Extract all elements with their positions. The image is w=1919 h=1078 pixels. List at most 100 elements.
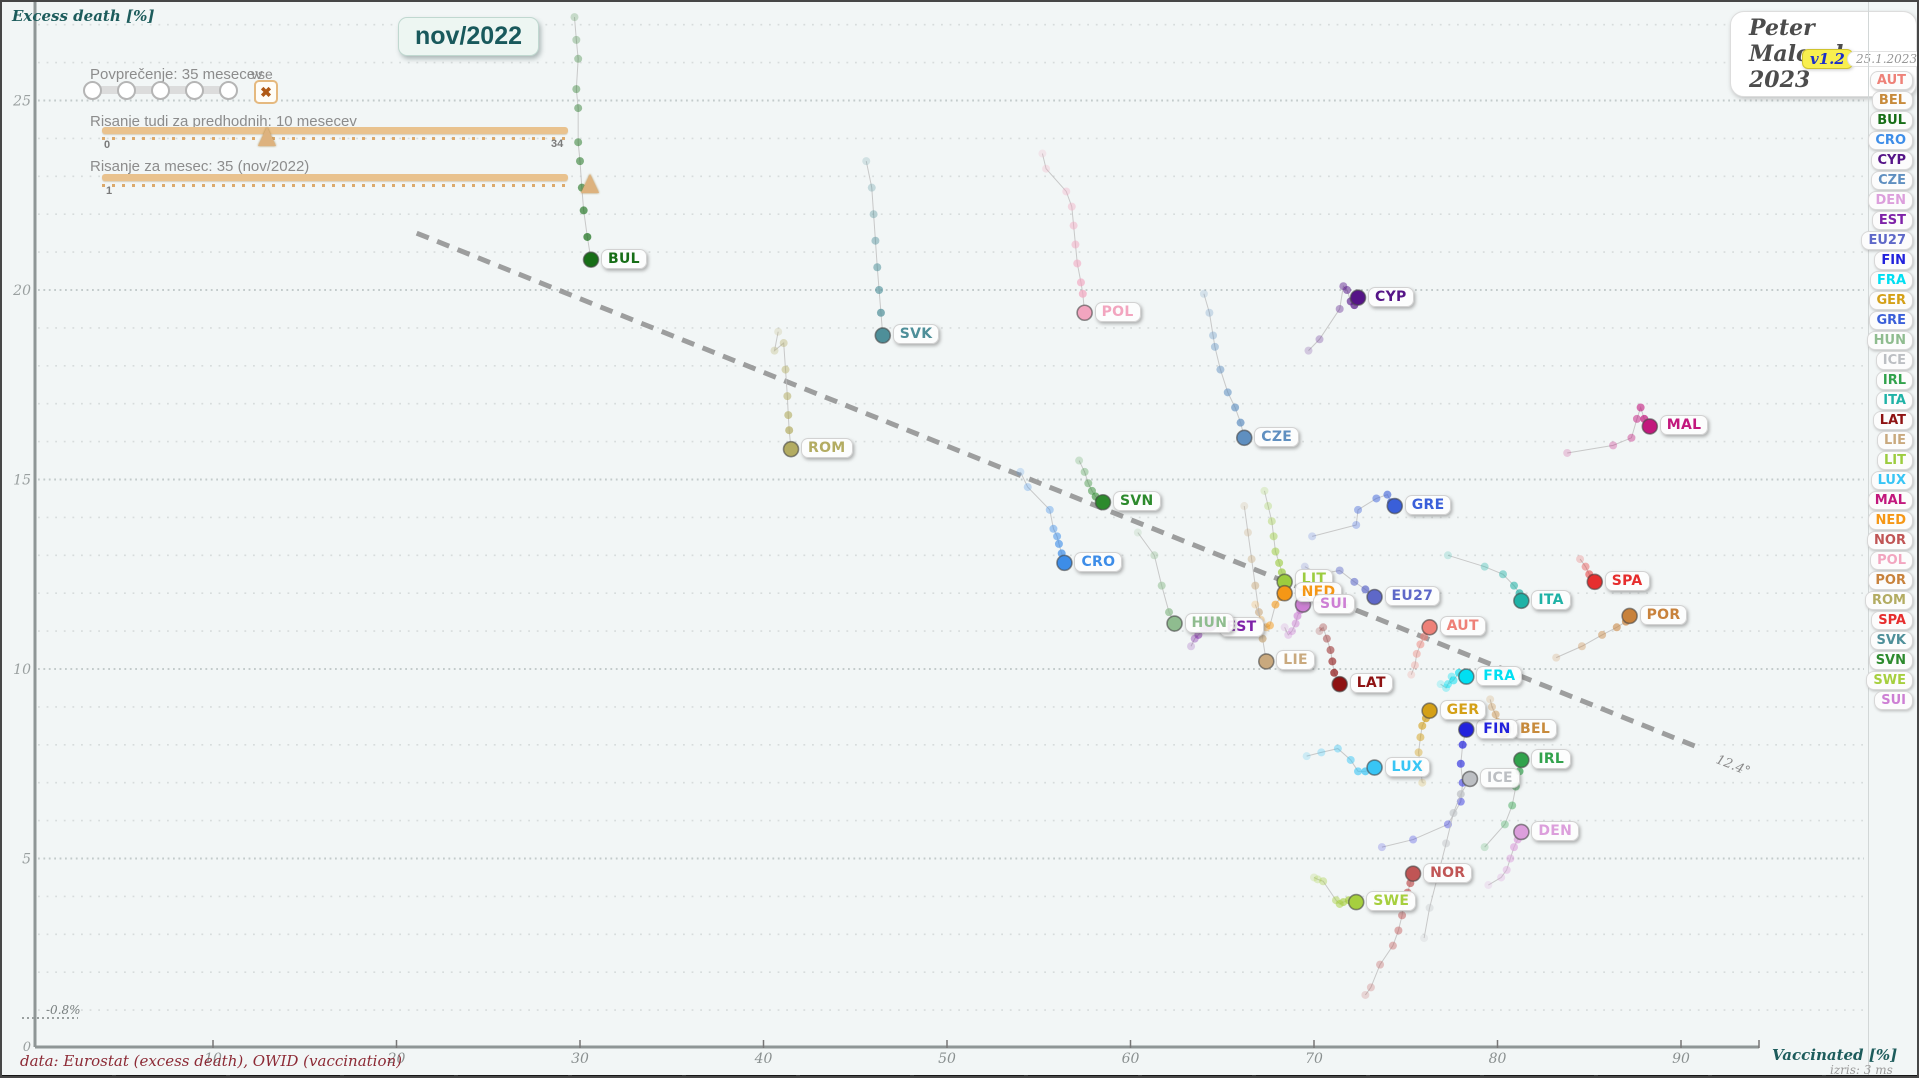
legend-item-SPA[interactable]: SPA	[1871, 611, 1913, 630]
country-label-LIE: LIE	[1276, 650, 1315, 671]
legend-item-SVK[interactable]: SVK	[1869, 631, 1913, 650]
trail-dot-POR	[1577, 642, 1586, 651]
legend-item-EST[interactable]: EST	[1871, 211, 1913, 230]
all-label: vse	[251, 66, 273, 82]
dot-LAT	[1331, 675, 1348, 693]
legend-item-LIE[interactable]: LIE	[1876, 431, 1913, 450]
country-label-EU27: EU27	[1384, 585, 1441, 606]
legend-item-FRA[interactable]: FRA	[1870, 271, 1913, 290]
trail-dot-GRE	[1352, 520, 1361, 529]
trail-dot-NED	[1265, 621, 1274, 630]
trail-dot-ICE	[1420, 934, 1429, 943]
trail-dot-LAT	[1322, 634, 1331, 643]
legend-item-HUN[interactable]: HUN	[1866, 331, 1913, 350]
dot-EU27	[1366, 588, 1383, 606]
legend-item-BUL[interactable]: BUL	[1870, 111, 1913, 130]
trail-dot-BUL	[579, 206, 588, 215]
trail-dot-BUL	[570, 13, 579, 22]
dot-IRL	[1513, 751, 1530, 769]
average-slider-stop[interactable]	[83, 81, 102, 100]
month-slider-thumb[interactable]	[581, 174, 599, 193]
trail-dot-DEN	[1510, 843, 1519, 852]
trail-dot-CRO	[1049, 524, 1058, 533]
average-slider[interactable]	[83, 81, 238, 100]
current-month-badge: nov/2022	[398, 17, 540, 56]
legend-item-CRO[interactable]: CRO	[1868, 131, 1913, 150]
trail-GRE	[1312, 494, 1396, 537]
dot-POL	[1076, 304, 1093, 322]
legend-item-LAT[interactable]: LAT	[1872, 411, 1913, 430]
trail-dot-ROM	[774, 327, 783, 336]
legend-item-AUT[interactable]: AUT	[1869, 71, 1913, 90]
legend-item-SVN[interactable]: SVN	[1868, 651, 1913, 670]
country-label-HUN: HUN	[1184, 612, 1235, 633]
x-tick-label: 10	[204, 1051, 222, 1067]
trail-dot-NOR	[1366, 983, 1375, 992]
legend-item-LUX[interactable]: LUX	[1870, 471, 1913, 490]
average-slider-stop[interactable]	[219, 81, 238, 100]
legend-item-SWE[interactable]: SWE	[1866, 671, 1913, 690]
trail-dot-IRL	[1508, 801, 1517, 810]
legend-item-LIT[interactable]: LIT	[1877, 451, 1913, 470]
legend-item-POL[interactable]: POL	[1870, 551, 1913, 570]
trail-dot-POL	[1078, 289, 1087, 298]
trail-dot-CZE	[1223, 388, 1232, 397]
legend-item-SUI[interactable]: SUI	[1874, 691, 1913, 710]
trail-dot-POL	[1076, 278, 1085, 287]
trail-dot-GER	[1418, 778, 1427, 787]
trail-dot-ICE	[1442, 839, 1451, 848]
legend-item-DEN[interactable]: DEN	[1868, 191, 1913, 210]
legend-item-GRE[interactable]: GRE	[1869, 311, 1913, 330]
trend-angle-label: 12.4°	[1714, 752, 1752, 779]
x-tick-label: 50	[938, 1051, 956, 1067]
legend-item-EU27[interactable]: EU27	[1861, 231, 1913, 250]
legend-item-POR[interactable]: POR	[1868, 571, 1913, 590]
legend-item-CYP[interactable]: CYP	[1870, 151, 1913, 170]
country-label-BUL: BUL	[601, 248, 647, 269]
previous-months-slider[interactable]	[102, 127, 568, 146]
trail-dot-ROM	[784, 411, 793, 420]
trail-dot-BUL	[574, 104, 583, 113]
trail-dot-AUT	[1410, 661, 1419, 670]
trail-dot-ICE	[1449, 809, 1458, 818]
trail-dot-LUX	[1302, 752, 1311, 761]
legend-item-BEL[interactable]: BEL	[1871, 91, 1913, 110]
country-label-FIN: FIN	[1476, 718, 1518, 739]
country-label-DEN: DEN	[1531, 820, 1580, 841]
trail-NOR	[1364, 873, 1414, 996]
legend-item-GER[interactable]: GER	[1869, 291, 1913, 310]
trail-dot-BEL	[1491, 710, 1500, 719]
trail-dot-SWE	[1313, 875, 1322, 884]
trail-dot-SVK	[875, 286, 884, 294]
legend-item-NOR[interactable]: NOR	[1867, 531, 1913, 550]
previous-months-slider-thumb[interactable]	[258, 127, 277, 146]
trail-dot-SVK	[876, 308, 885, 317]
legend-item-MAL[interactable]: MAL	[1867, 491, 1913, 510]
trail-dot-LAT	[1319, 623, 1328, 632]
dot-NOR	[1404, 865, 1422, 882]
legend-item-ICE[interactable]: ICE	[1875, 351, 1913, 370]
trail-FIN	[1381, 729, 1467, 848]
average-slider-stop[interactable]	[151, 81, 170, 100]
legend-item-NED[interactable]: NED	[1868, 511, 1913, 530]
country-label-SUI: SUI	[1312, 593, 1355, 614]
trail-dot-SUI	[1287, 627, 1296, 636]
legend-item-ITA[interactable]: ITA	[1876, 391, 1913, 410]
trail-dot-GRE	[1383, 490, 1392, 499]
trail-dot-ROM	[770, 346, 779, 355]
average-slider-stop[interactable]	[117, 81, 136, 100]
trail-dot-NOR	[1394, 926, 1403, 935]
legend-item-ROM[interactable]: ROM	[1865, 591, 1913, 610]
trail-dot-CYP	[1315, 335, 1324, 344]
trail-dot-DEN	[1497, 873, 1506, 882]
month-slider[interactable]	[102, 174, 599, 193]
trail-dot-SUI	[1280, 623, 1289, 632]
trail-dot-SVK	[873, 263, 882, 272]
legend-item-IRL[interactable]: IRL	[1875, 371, 1913, 390]
legend-item-FIN[interactable]: FIN	[1874, 251, 1913, 270]
trail-dot-POR	[1598, 630, 1607, 639]
trail-dot-LIT	[1260, 486, 1269, 495]
close-button[interactable]: ✖	[254, 80, 278, 104]
average-slider-stop[interactable]	[185, 81, 204, 100]
legend-item-CZE[interactable]: CZE	[1871, 171, 1913, 190]
